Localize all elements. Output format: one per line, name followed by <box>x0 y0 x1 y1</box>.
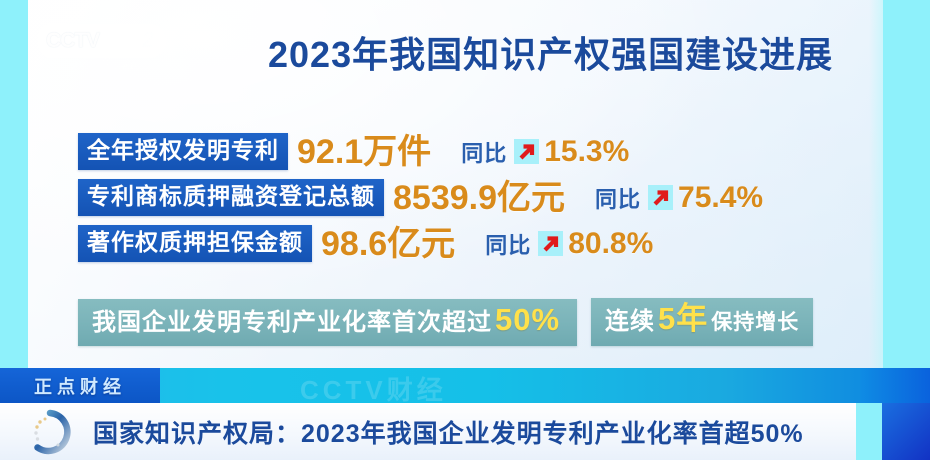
ticker-blue-accent <box>882 403 930 460</box>
ticker-headline: 国家知识产权局：2023年我国企业发明专利产业化率首超50% <box>93 419 804 448</box>
left-cyan-strip <box>0 0 28 368</box>
ticker-cyan-accent <box>856 403 882 460</box>
stat-comparison: 同比 75.4% <box>595 180 764 214</box>
stat-trend-value: 75.4% <box>678 180 764 214</box>
arrow-up-right-icon <box>514 139 540 164</box>
stat-row: 专利商标质押融资登记总额 8539.9亿元 同比 75.4% <box>78 179 868 216</box>
stat-trend-value: 80.8% <box>568 226 654 260</box>
stat-value: 8539.9亿元 <box>393 178 565 217</box>
highlight-figure: 50% <box>495 301 561 337</box>
stat-label: 全年授权发明专利 <box>78 133 288 170</box>
stat-row: 著作权质押担保金额 98.6亿元 同比 80.8% <box>78 225 868 262</box>
stat-compare-label: 同比 <box>461 140 508 166</box>
ring-logo-icon <box>24 406 76 458</box>
stat-compare-label: 同比 <box>485 232 532 258</box>
right-cyan-strip <box>883 0 930 368</box>
infographic-panel: CCTV 2 财经 频道 2023年我国知识产权强国建设进展 全年授权发明专利 … <box>0 0 930 368</box>
cctv-channel-logo: CCTV 2 财经 频道 <box>38 20 166 82</box>
stat-value: 92.1万件 <box>297 132 432 171</box>
highlight-prefix: 我国企业发明专利产业化率首次超过 <box>92 308 492 336</box>
arrow-up-right-icon <box>538 231 564 256</box>
highlight-box-industrialization: 我国企业发明专利产业化率首次超过 50% <box>78 298 578 346</box>
stat-label: 专利商标质押融资登记总额 <box>78 179 384 216</box>
stat-compare-label: 同比 <box>595 186 642 212</box>
stat-comparison: 同比 80.8% <box>485 226 654 260</box>
banner-watermark-text: CCTV财经 <box>300 375 447 405</box>
highlight-row: 我国企业发明专利产业化率首次超过 50% 连续 5年 保持增长 <box>78 298 814 346</box>
stat-value: 98.6亿元 <box>321 224 456 263</box>
stat-row: 全年授权发明专利 92.1万件 同比 15.3% <box>78 133 868 170</box>
highlight-prefix: 连续 <box>605 308 656 335</box>
stat-comparison: 同比 15.3% <box>461 134 630 168</box>
logo-bubble-shape <box>38 24 166 58</box>
stat-trend-value: 15.3% <box>544 134 630 168</box>
highlight-figure: 5年 <box>658 301 709 336</box>
logo-subtitle-left: 财经 <box>71 63 87 70</box>
banner-right-accent <box>860 368 930 403</box>
logo-cctv-text: CCTV <box>46 29 100 52</box>
news-ticker-bar <box>0 403 930 460</box>
stat-label: 著作权质押担保金额 <box>78 225 312 262</box>
logo-subtitle-right: 频道 <box>122 63 138 70</box>
arrow-up-right-icon <box>648 185 674 210</box>
logo-channel-number: 2 <box>142 27 155 52</box>
program-name-badge: 正点财经 <box>0 368 160 403</box>
highlight-suffix: 保持增长 <box>711 311 800 334</box>
stats-list: 全年授权发明专利 92.1万件 同比 15.3% 专利商标质押融资登记总额 85… <box>78 133 868 271</box>
right-cyan-fade <box>869 0 883 368</box>
highlight-box-growth-years: 连续 5年 保持增长 <box>591 298 814 346</box>
infographic-title: 2023年我国知识产权强国建设进展 <box>268 34 834 75</box>
